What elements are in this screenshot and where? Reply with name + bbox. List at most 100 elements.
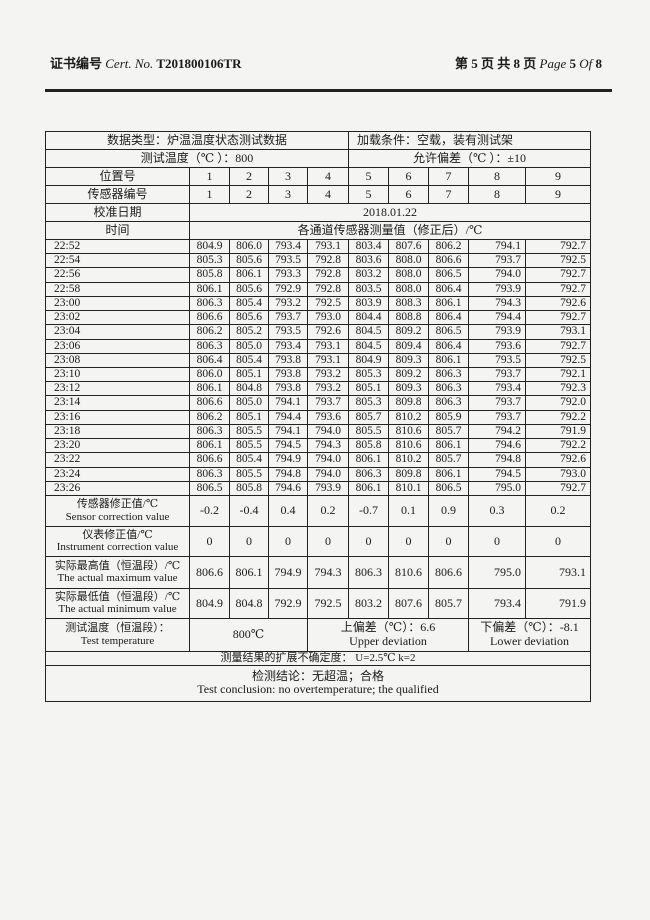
value-cell: 794.9 xyxy=(268,452,308,468)
data-type: 数据类型：炉温温度状态测试数据 xyxy=(45,131,349,150)
value-cell: 806.5 xyxy=(189,480,230,496)
value-cell: 805.2 xyxy=(229,324,269,340)
value-cell: 794.4 xyxy=(468,310,526,326)
value-cell: 805.6 xyxy=(229,310,269,326)
page-total: 8 xyxy=(595,56,603,71)
value-cell: 793.9 xyxy=(468,281,526,297)
summary-value: 792.5 xyxy=(307,587,349,619)
uncertainty: 测量结果的扩展不确定度： U=2.5℃ k=2 xyxy=(44,650,592,666)
value-cell: 793.5 xyxy=(268,253,308,269)
table-row: 22:56 805.8 806.1 793.3 792.8 803.2 808.0 806.5… xyxy=(45,267,592,283)
sensor-cell: 9 xyxy=(524,185,592,204)
value-cell: 792.7 xyxy=(524,338,592,354)
summary-label-cn: 仪表修正值/℃ xyxy=(82,528,153,541)
value-cell: 804.8 xyxy=(229,381,269,397)
table-row: 22:58 806.1 805.6 792.9 792.8 803.5 808.0 806.4… xyxy=(45,281,592,297)
value-cell: 809.2 xyxy=(388,324,429,340)
value-cell: 808.0 xyxy=(388,267,429,283)
position-cell: 5 xyxy=(348,167,389,186)
value-cell: 792.7 xyxy=(524,310,592,326)
summary-label-en: Sensor correction value xyxy=(65,510,170,523)
value-cell: 794.3 xyxy=(307,438,349,454)
value-cell: 805.1 xyxy=(229,409,269,425)
value-cell: 806.6 xyxy=(428,253,469,269)
summary-value: 0 xyxy=(348,525,389,557)
value-cell: 792.6 xyxy=(307,324,349,340)
table-row: 23:12 806.1 804.8 793.8 793.2 805.1 809.3 806.3… xyxy=(45,381,592,397)
value-cell: 807.6 xyxy=(388,238,429,255)
time-cell: 23:18 xyxy=(45,423,190,440)
value-cell: 806.0 xyxy=(189,366,230,383)
summary-label-en: The actual maximum value xyxy=(57,572,178,585)
summary-value: 0.4 xyxy=(268,494,308,527)
summary-label: 传感器修正值/℃ Sensor correction value xyxy=(45,494,190,527)
summary-value: 0.3 xyxy=(468,494,526,527)
value-cell: 792.8 xyxy=(307,281,349,297)
value-cell: 810.6 xyxy=(388,423,429,440)
value-cell: 804.5 xyxy=(348,324,389,340)
cert-label-cn: 证书编号 xyxy=(50,56,103,71)
table-row: 22:54 805.3 805.6 793.5 792.8 803.6 808.0 806.6… xyxy=(45,253,592,269)
value-cell: 793.0 xyxy=(307,310,349,326)
summary-value: 794.3 xyxy=(307,555,349,589)
value-cell: 792.5 xyxy=(307,295,349,312)
table-row: 23:14 806.6 805.0 794.1 793.7 805.3 809.8 806.3… xyxy=(45,395,592,411)
table-row: 23:22 806.6 805.4 794.9 794.0 806.1 810.2 805.7… xyxy=(45,452,592,468)
value-cell: 803.5 xyxy=(348,281,389,297)
summary-label: 实际最低值（恒温段）/℃ The actual minimum value xyxy=(45,587,190,619)
summary-value: 806.6 xyxy=(189,555,230,589)
value-cell: 805.3 xyxy=(348,395,389,411)
value-cell: 793.2 xyxy=(268,295,308,312)
value-cell: 805.3 xyxy=(348,366,389,383)
value-cell: 806.4 xyxy=(428,310,469,326)
value-cell: 806.2 xyxy=(189,324,230,340)
value-cell: 794.5 xyxy=(268,438,308,454)
value-cell: 809.3 xyxy=(388,352,429,368)
value-cell: 794.1 xyxy=(268,423,308,440)
summary-label-cn: 实际最低值（恒温段）/℃ xyxy=(54,590,181,603)
value-cell: 793.0 xyxy=(524,466,592,482)
cert-no: T201800106TR xyxy=(156,56,242,71)
value-cell: 805.7 xyxy=(428,423,469,440)
value-cell: 792.1 xyxy=(524,366,592,383)
value-cell: 805.8 xyxy=(229,480,269,496)
value-cell: 806.1 xyxy=(428,352,469,368)
value-cell: 793.7 xyxy=(307,395,349,411)
time-cell: 23:20 xyxy=(45,438,190,454)
value-cell: 792.5 xyxy=(524,352,592,368)
value-cell: 809.3 xyxy=(388,381,429,397)
value-cell: 805.7 xyxy=(348,409,389,425)
cal-date-label: 校准日期 xyxy=(45,203,190,222)
summary-value: 794.9 xyxy=(268,555,308,589)
value-cell: 792.7 xyxy=(524,238,592,255)
value-cell: 810.6 xyxy=(388,438,429,454)
value-cell: 793.8 xyxy=(268,352,308,368)
sensor-cell: 8 xyxy=(468,185,526,204)
test-temperature: 测试温度（℃ ）：800 xyxy=(45,149,349,168)
value-cell: 806.1 xyxy=(348,452,389,468)
value-cell: 808.0 xyxy=(388,281,429,297)
sensor-cell: 2 xyxy=(229,185,269,204)
value-cell: 806.2 xyxy=(428,238,469,255)
value-cell: 792.2 xyxy=(524,409,592,425)
value-cell: 792.8 xyxy=(307,267,349,283)
value-cell: 793.5 xyxy=(468,352,526,368)
value-cell: 806.3 xyxy=(348,466,389,482)
time-cell: 23:16 xyxy=(45,409,190,425)
time-cell: 23:26 xyxy=(45,480,190,496)
summary-value: 0 xyxy=(229,525,269,557)
value-cell: 806.1 xyxy=(189,381,230,397)
time-label: 时间 xyxy=(45,221,190,240)
value-cell: 794.5 xyxy=(468,466,526,482)
value-cell: 806.1 xyxy=(428,295,469,312)
value-cell: 803.6 xyxy=(348,253,389,269)
value-cell: 805.8 xyxy=(348,438,389,454)
sensor-cell: 6 xyxy=(388,185,429,204)
table-row: 23:04 806.2 805.2 793.5 792.6 804.5 809.2 806.5… xyxy=(45,324,592,340)
value-cell: 793.1 xyxy=(307,338,349,354)
summary-value: 0 xyxy=(468,525,526,557)
summary-label: 仪表修正值/℃ Instrument correction value xyxy=(45,525,190,557)
value-cell: 792.8 xyxy=(307,253,349,269)
value-cell: 792.6 xyxy=(524,452,592,468)
position-cell: 4 xyxy=(307,167,349,186)
